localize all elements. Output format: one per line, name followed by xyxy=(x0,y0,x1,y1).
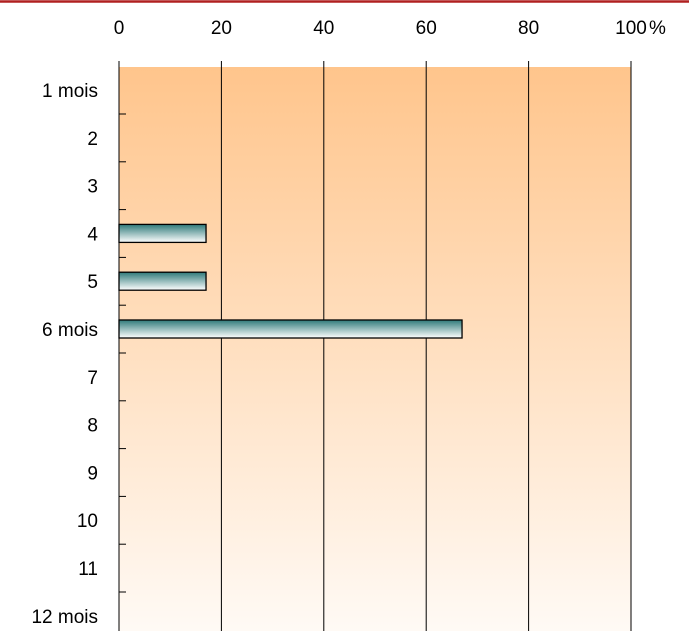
y-category-label: 3 xyxy=(87,177,98,198)
y-category-label: 11 xyxy=(78,559,98,580)
x-tick-label: 100 xyxy=(615,18,647,39)
bar xyxy=(118,271,207,291)
bar xyxy=(118,223,207,244)
y-category-label: 9 xyxy=(87,463,98,484)
x-tick-label: 40 xyxy=(313,18,334,39)
y-category-label: 10 xyxy=(77,511,98,532)
bars xyxy=(118,223,463,339)
unit-label: % xyxy=(649,18,666,39)
x-tick-label: 20 xyxy=(211,18,232,39)
y-category-label: 2 xyxy=(87,129,98,150)
grid-lines xyxy=(118,61,632,631)
y-category-label: 7 xyxy=(87,368,98,389)
y-category-label: 8 xyxy=(87,416,98,437)
x-tick-label: 0 xyxy=(114,18,125,39)
y-category-label: 4 xyxy=(87,224,98,245)
y-category-labels: 1 mois 2 3 4 5 6 mois 7 8 9 10 11 12 mois xyxy=(31,81,126,628)
x-tick-labels: 0 20 40 60 80 100 xyxy=(114,18,647,39)
y-category-label: 12 mois xyxy=(31,607,98,628)
x-tick-label: 60 xyxy=(416,18,437,39)
x-tick-label: 80 xyxy=(518,18,539,39)
plot-area xyxy=(119,67,631,631)
y-category-label: 6 mois xyxy=(42,320,98,341)
y-category-label: 1 mois xyxy=(42,81,98,102)
y-category-label: 5 xyxy=(87,272,98,293)
bar xyxy=(118,319,463,339)
